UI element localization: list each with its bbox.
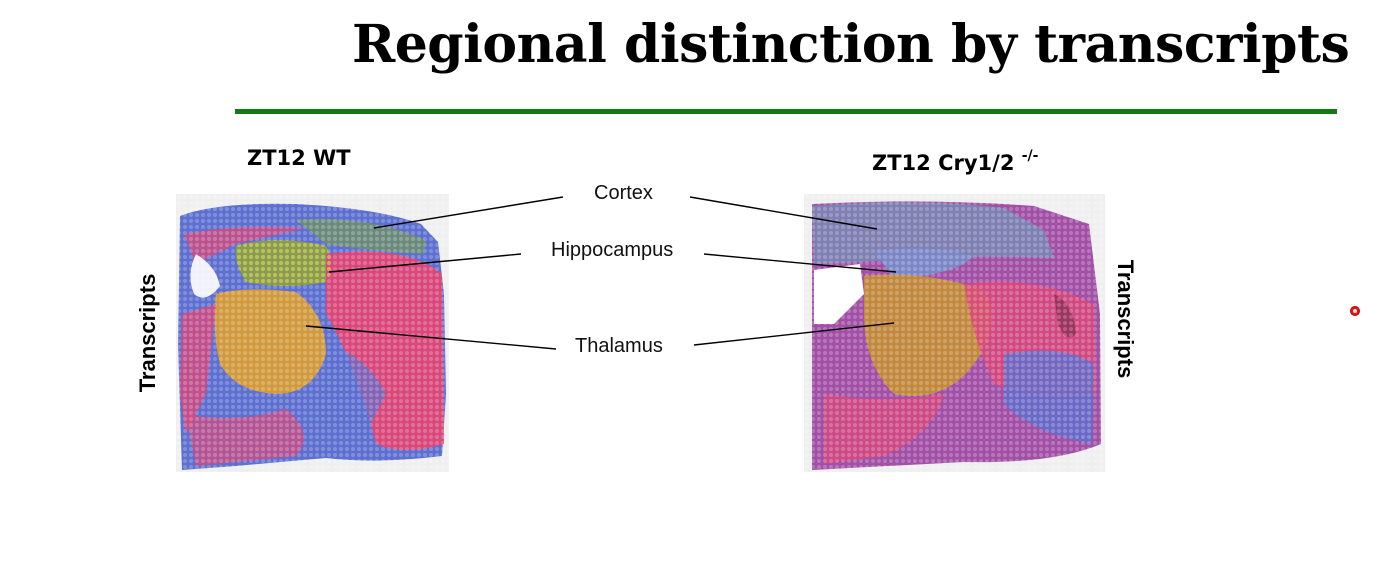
right-panel-label-main: ZT12 Cry1/2 xyxy=(872,151,1015,175)
laser-pointer-dot-icon xyxy=(1350,306,1360,316)
right-panel-label: ZT12 Cry1/2 -/- xyxy=(872,148,1039,175)
cortex-label: Cortex xyxy=(594,182,653,204)
hippocampus-label: Hippocampus xyxy=(551,239,674,261)
wt-tissue-image xyxy=(176,194,449,472)
thalamus-label: Thalamus xyxy=(575,335,663,357)
title-underline xyxy=(235,109,1337,114)
right-panel-label-superscript: -/- xyxy=(1021,148,1039,164)
slide-title: Regional distinction by transcripts xyxy=(352,14,1350,75)
left-panel-label: ZT12 WT xyxy=(247,146,351,170)
cry-knockout-tissue-image xyxy=(804,194,1105,472)
